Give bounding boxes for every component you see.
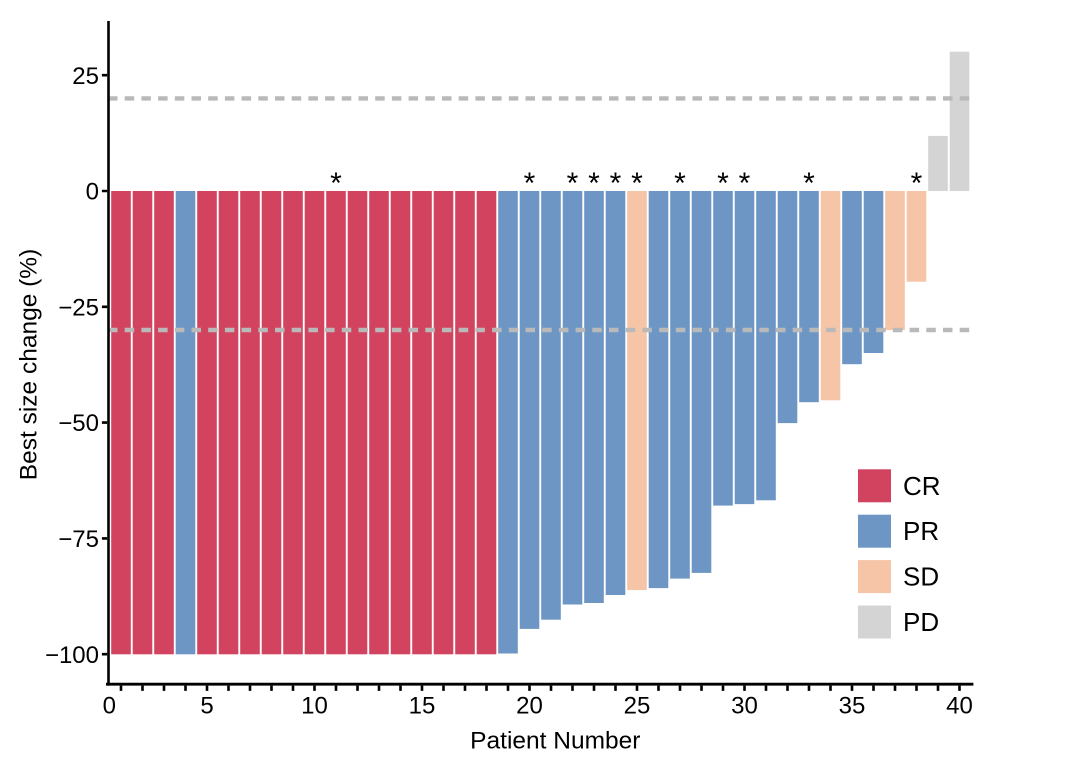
svg-text:CR: CR xyxy=(903,471,941,501)
svg-text:*: * xyxy=(524,167,536,200)
svg-text:−50: −50 xyxy=(58,410,99,437)
svg-text:−100: −100 xyxy=(45,642,99,669)
svg-text:*: * xyxy=(610,167,622,200)
svg-text:−25: −25 xyxy=(58,294,99,321)
svg-text:*: * xyxy=(717,167,729,200)
svg-text:*: * xyxy=(330,167,342,200)
svg-text:SD: SD xyxy=(903,562,939,592)
svg-text:5: 5 xyxy=(200,692,213,719)
svg-text:−75: −75 xyxy=(58,526,99,553)
svg-text:35: 35 xyxy=(839,692,866,719)
svg-text:Patient Number: Patient Number xyxy=(470,728,640,755)
svg-text:*: * xyxy=(803,167,815,200)
svg-text:*: * xyxy=(739,167,751,200)
svg-text:30: 30 xyxy=(731,692,758,719)
svg-text:*: * xyxy=(567,167,579,200)
svg-text:0: 0 xyxy=(86,179,99,206)
svg-text:*: * xyxy=(588,167,600,200)
svg-text:*: * xyxy=(911,167,923,200)
svg-text:*: * xyxy=(674,167,686,200)
svg-text:10: 10 xyxy=(301,692,328,719)
svg-text:PD: PD xyxy=(903,607,939,637)
svg-text:0: 0 xyxy=(103,692,116,719)
svg-text:25: 25 xyxy=(72,63,99,90)
svg-text:*: * xyxy=(631,167,643,200)
svg-text:15: 15 xyxy=(409,692,436,719)
svg-text:20: 20 xyxy=(516,692,543,719)
svg-text:25: 25 xyxy=(624,692,651,719)
svg-text:Best size change (%): Best size change (%) xyxy=(16,249,43,481)
svg-text:40: 40 xyxy=(946,692,973,719)
svg-text:PR: PR xyxy=(903,516,939,546)
